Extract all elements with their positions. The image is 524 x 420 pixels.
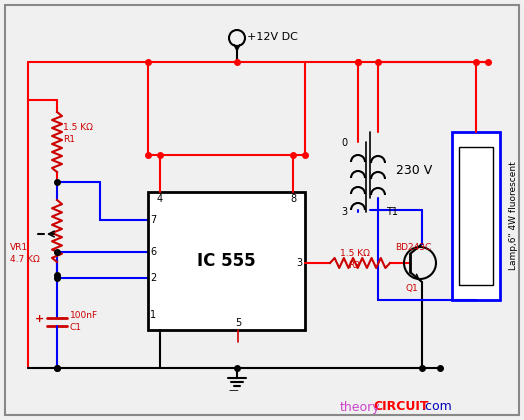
Text: Lamp,6" 4W fluorescent: Lamp,6" 4W fluorescent bbox=[509, 162, 519, 270]
Text: BD243C: BD243C bbox=[395, 244, 431, 252]
Text: VR1: VR1 bbox=[10, 244, 28, 252]
Bar bbox=[459, 147, 493, 285]
Text: 3: 3 bbox=[341, 207, 347, 217]
Text: 6: 6 bbox=[150, 247, 156, 257]
Text: 1: 1 bbox=[150, 310, 156, 320]
Text: 2: 2 bbox=[150, 273, 156, 283]
Text: +: + bbox=[35, 314, 43, 324]
Text: 1.5 KΩ: 1.5 KΩ bbox=[63, 123, 93, 131]
Text: —: — bbox=[228, 385, 238, 395]
Text: CIRCUIT: CIRCUIT bbox=[373, 401, 429, 414]
Text: 1.5 KΩ: 1.5 KΩ bbox=[340, 249, 370, 258]
Text: 4.7 KΩ: 4.7 KΩ bbox=[10, 255, 40, 265]
Text: 8: 8 bbox=[290, 194, 296, 204]
Text: 230 V: 230 V bbox=[396, 163, 432, 176]
Text: IC 555: IC 555 bbox=[196, 252, 255, 270]
Text: 3: 3 bbox=[296, 258, 302, 268]
Text: T1: T1 bbox=[386, 207, 398, 217]
Text: +12V DC: +12V DC bbox=[247, 32, 298, 42]
Text: .com: .com bbox=[422, 401, 453, 414]
Text: 0: 0 bbox=[341, 138, 347, 148]
Text: 7: 7 bbox=[150, 215, 156, 225]
Text: theory: theory bbox=[340, 401, 380, 414]
Text: 4: 4 bbox=[157, 194, 163, 204]
Text: C1: C1 bbox=[70, 323, 82, 333]
Bar bbox=[148, 192, 305, 330]
Text: 100nF: 100nF bbox=[70, 312, 98, 320]
Text: R3: R3 bbox=[348, 260, 360, 270]
Text: 5: 5 bbox=[235, 318, 241, 328]
Text: R1: R1 bbox=[63, 136, 75, 144]
Text: Q1: Q1 bbox=[405, 284, 418, 292]
Bar bbox=[452, 132, 500, 300]
